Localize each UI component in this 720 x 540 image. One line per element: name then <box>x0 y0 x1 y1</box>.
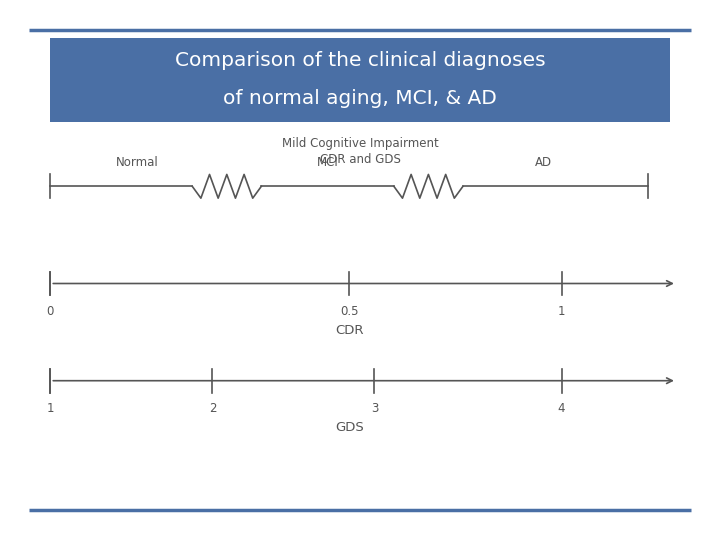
Text: Comparison of the clinical diagnoses: Comparison of the clinical diagnoses <box>175 51 545 70</box>
Text: 1: 1 <box>47 402 54 415</box>
Text: 2: 2 <box>209 402 216 415</box>
Text: of normal aging, MCI, & AD: of normal aging, MCI, & AD <box>223 89 497 108</box>
Text: CDR and GDS: CDR and GDS <box>320 153 400 166</box>
Text: 1: 1 <box>558 305 565 318</box>
FancyBboxPatch shape <box>50 38 670 122</box>
Text: CDR: CDR <box>335 324 364 337</box>
Text: AD: AD <box>535 156 552 169</box>
Text: 3: 3 <box>371 402 378 415</box>
Text: 4: 4 <box>558 402 565 415</box>
Text: Mild Cognitive Impairment: Mild Cognitive Impairment <box>282 137 438 150</box>
Text: 0: 0 <box>47 305 54 318</box>
Text: 0.5: 0.5 <box>340 305 359 318</box>
Text: MCI: MCI <box>317 156 338 169</box>
Text: GDS: GDS <box>335 421 364 434</box>
Text: Normal: Normal <box>115 156 158 169</box>
